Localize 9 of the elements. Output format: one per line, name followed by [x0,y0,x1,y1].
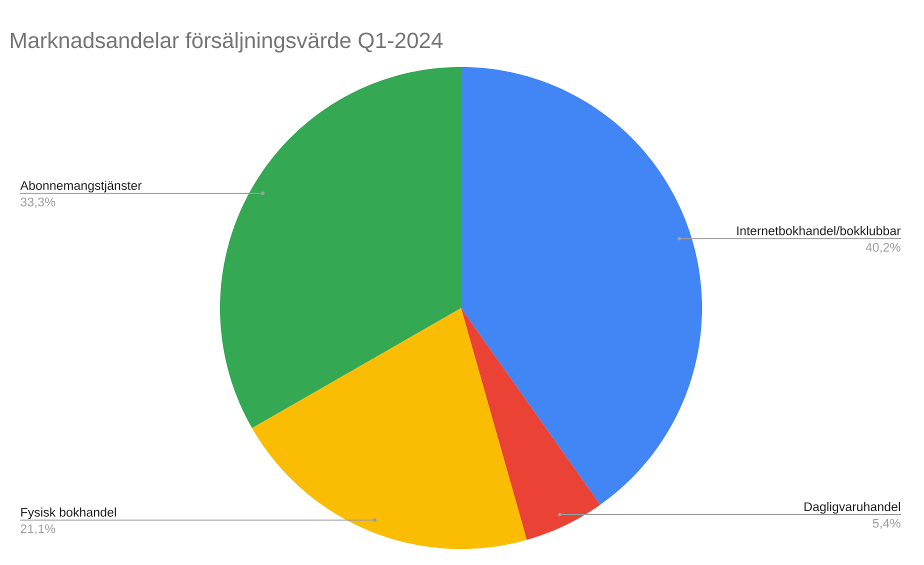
slice-label: Abonnemangstjänster [20,180,142,192]
data-label: 5,4% [872,518,900,530]
data-label: 40,2% [866,242,900,254]
slice-label: Internetbokhandel/bokklubbar [737,226,901,236]
slice-label: Dagligvaruhandel [804,502,900,514]
slice-label: Fysisk bokhandel [21,508,116,520]
data-label: 21,1% [20,524,56,535]
data-label: 33,3% [20,198,56,208]
chart-title: Marknadsandelar försäljningsvärde Q1-2024 [11,32,443,53]
